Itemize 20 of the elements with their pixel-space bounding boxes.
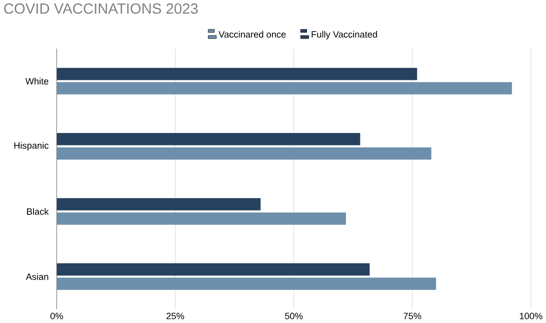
y-tick-label: Hispanic bbox=[14, 142, 49, 151]
bar bbox=[56, 133, 360, 146]
legend-label: Vaccinared once bbox=[218, 31, 286, 38]
bar bbox=[56, 198, 261, 211]
x-tick-label: 50% bbox=[284, 312, 303, 320]
x-tick-label: 100% bbox=[520, 312, 542, 320]
y-tick-label: White bbox=[25, 78, 48, 85]
bar bbox=[56, 212, 346, 225]
bar bbox=[56, 147, 432, 160]
x-tick-label: 0% bbox=[50, 312, 63, 320]
legend-label: Fully Vaccinated bbox=[312, 31, 377, 40]
bar bbox=[56, 278, 436, 290]
bar bbox=[56, 82, 512, 95]
x-tick-label: 75% bbox=[404, 312, 422, 320]
chart-title: COVID VACCINATIONS 2023 bbox=[4, 4, 198, 14]
y-tick-label: Black bbox=[27, 208, 49, 215]
x-tick-label: 25% bbox=[166, 312, 184, 320]
bar bbox=[56, 263, 370, 276]
bar bbox=[56, 68, 418, 80]
y-tick-label: Asian bbox=[26, 273, 48, 280]
